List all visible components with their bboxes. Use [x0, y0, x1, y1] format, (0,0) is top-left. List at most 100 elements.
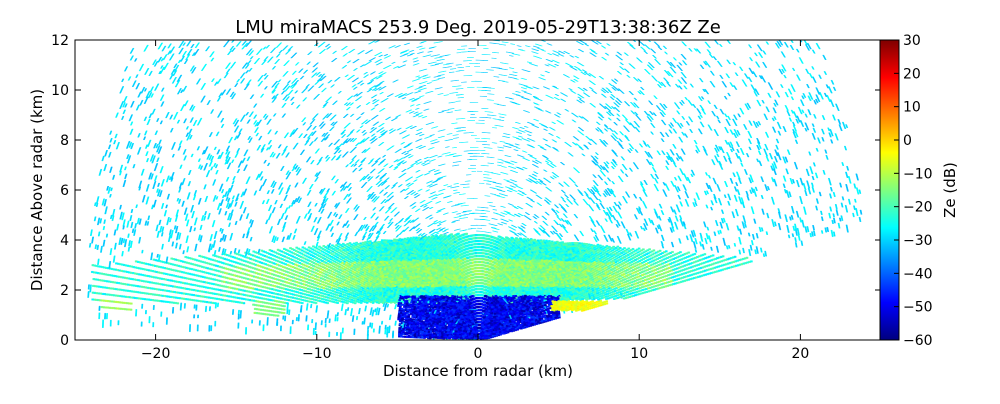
ze-cells: [551, 300, 554, 303]
ze-cells: [585, 300, 589, 303]
ze-cells: [564, 300, 597, 309]
ze-cells: [242, 40, 843, 335]
colorbar-tick-label: −20: [903, 200, 933, 216]
ze-cells: [110, 260, 593, 309]
ze-cells: [401, 296, 532, 339]
ze-cells: [88, 42, 807, 338]
ze-cells: [125, 53, 849, 326]
y-axis-label: Distance Above radar (km): [28, 89, 46, 291]
ze-cells: [553, 300, 557, 303]
y-tick-label: 0: [60, 333, 69, 349]
ze-cells: [89, 65, 817, 327]
colorbar-tick-label: 30: [903, 33, 921, 49]
ze-cells: [401, 297, 525, 338]
ze-cells: [112, 52, 821, 334]
ze-cells: [550, 301, 599, 308]
y-axis: 0 2 4 6 8 10 12: [51, 33, 881, 349]
ze-cells: [551, 300, 561, 311]
colorbar-tick-label: −50: [903, 300, 933, 316]
x-tick-label: 10: [630, 346, 648, 362]
ze-cells: [599, 304, 603, 307]
x-tick-label: −10: [302, 346, 332, 362]
y-tick-label: 8: [60, 133, 69, 149]
ze-cells: [222, 258, 619, 306]
ze-cells: [109, 66, 835, 340]
ze-cells: [118, 257, 602, 304]
colorbar-ticks: −60 −50 −40 −30 −20 −10 0 10 20 30: [894, 33, 933, 349]
ze-cells: [186, 48, 800, 330]
ze-cells: [567, 300, 571, 303]
ze-cells: [410, 307, 513, 334]
ze-cells: [144, 237, 671, 304]
ze-cells: [98, 40, 859, 320]
ze-cells: [104, 64, 821, 326]
ze-cells: [597, 302, 601, 305]
ze-cells: [123, 48, 812, 328]
ze-cells: [573, 301, 577, 304]
ze-cells: [297, 258, 643, 288]
ze-cells: [126, 265, 581, 305]
y-tick-label: 10: [51, 83, 69, 99]
ze-cells: [131, 40, 825, 340]
colorbar: [879, 39, 900, 341]
ze-cells: [126, 40, 811, 330]
ze-cells: [96, 42, 840, 325]
ze-cells: [87, 40, 847, 315]
ze-cells: [104, 40, 822, 336]
ze-cells: [104, 299, 108, 302]
ze-cells: [562, 304, 565, 307]
reflectivity-field: [87, 40, 863, 340]
colorbar-tick-label: 20: [903, 66, 921, 82]
ze-cells: [91, 40, 843, 332]
ze-cells: [96, 234, 705, 303]
ze-cells: [107, 53, 824, 252]
ze-cells: [97, 234, 659, 304]
ze-cells: [550, 302, 605, 309]
ze-cells: [223, 259, 609, 287]
ze-cells: [255, 258, 624, 315]
ze-cells: [127, 259, 607, 311]
colorbar-tick-label: 0: [903, 133, 912, 149]
colorbar-tick-label: −30: [903, 233, 933, 249]
y-tick-label: 12: [51, 33, 69, 49]
ze-cells: [556, 306, 574, 310]
ze-cells: [582, 307, 586, 310]
ze-cells: [552, 302, 593, 309]
ze-cells: [87, 40, 827, 337]
ze-cells: [554, 307, 558, 310]
colorbar-tick-label: −10: [903, 166, 933, 182]
ze-cells: [103, 42, 835, 340]
y-tick-label: 6: [60, 183, 69, 199]
ze-cells: [100, 258, 626, 316]
ze-cells: [568, 308, 572, 311]
ze-cells: [563, 301, 567, 304]
x-tick-label: 20: [791, 346, 809, 362]
ze-cells: [122, 49, 857, 317]
ze-cells: [103, 40, 844, 308]
ze-cells: [566, 305, 570, 308]
ze-cells: [102, 41, 828, 324]
ze-cells: [179, 233, 652, 299]
ze-cells: [256, 261, 663, 315]
ze-cells: [106, 40, 849, 340]
x-tick-label: −20: [141, 346, 171, 362]
ze-cells: [147, 42, 848, 256]
ze-cells: [260, 259, 596, 304]
ze-cells: [146, 238, 693, 303]
ze-cells: [105, 44, 849, 317]
colorbar-label: Ze (dB): [941, 162, 959, 218]
colorbar-tick-label: 10: [903, 100, 921, 116]
ze-cells: [140, 71, 819, 311]
y-tick-label: 2: [60, 283, 69, 299]
x-axis-label: Distance from radar (km): [383, 362, 573, 380]
ze-cells: [89, 40, 809, 311]
ze-cells: [119, 45, 863, 322]
colorbar-tick-label: −60: [903, 333, 933, 349]
x-axis: −20 −10 0 10 20: [141, 40, 809, 362]
ze-cells: [116, 307, 119, 310]
colorbar-tick-label: −40: [903, 266, 933, 282]
ze-cells: [116, 301, 119, 304]
x-tick-label: 0: [474, 346, 483, 362]
